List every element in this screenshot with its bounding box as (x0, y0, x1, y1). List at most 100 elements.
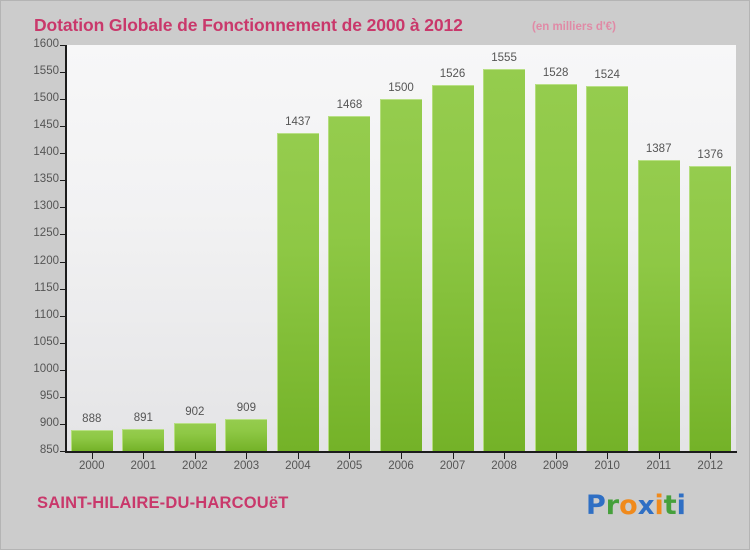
x-axis-label: 2000 (78, 460, 105, 472)
y-axis-tick (60, 423, 66, 425)
x-axis-label: 2004 (285, 460, 311, 472)
y-axis-label-text: 1250 (33, 227, 59, 240)
logo-char-5: t (663, 490, 677, 521)
bar-2010[interactable] (586, 86, 629, 451)
x-axis-label: 2008 (491, 460, 517, 472)
x-axis-tick (453, 453, 454, 459)
logo-char-2: o (619, 490, 638, 521)
bar-2012[interactable] (689, 166, 732, 451)
y-axis-label: 1150 (19, 282, 59, 295)
y-axis-tick (60, 261, 66, 263)
y-axis-label: 1400 (19, 147, 59, 159)
x-axis-tick (556, 453, 557, 459)
x-axis-label: 2010 (594, 460, 620, 472)
y-axis-label: 1250 (19, 228, 59, 240)
x-axis-label: 2006 (388, 460, 414, 472)
title-bar: Dotation Globale de Fonctionnement de 20… (1, 9, 749, 39)
y-axis-tick (60, 234, 66, 236)
logo-char-1: r (605, 490, 620, 521)
bar-value-label: 902 (185, 405, 205, 418)
y-axis-tick (60, 315, 66, 317)
x-axis-label: 2007 (439, 460, 466, 472)
x-axis-tick (659, 453, 660, 459)
y-axis-label: 950 (19, 389, 59, 403)
bar-2007[interactable] (431, 85, 474, 451)
bar-value-label: 1376 (697, 149, 724, 162)
bar-2009[interactable] (534, 83, 577, 451)
bar-2003[interactable] (225, 419, 268, 451)
y-axis-label-text: 1450 (33, 119, 59, 132)
y-axis-label-text: 1200 (33, 254, 59, 267)
x-axis-tick (298, 453, 299, 459)
bar-2004[interactable] (276, 133, 319, 451)
bar-2005[interactable] (328, 116, 371, 451)
bar-value-label: 1555 (491, 52, 517, 65)
x-axis-tick (143, 453, 144, 459)
y-axis-label: 1450 (19, 120, 59, 132)
logo-char-3: x (637, 491, 655, 521)
bar-2008[interactable] (483, 69, 526, 451)
x-axis-label: 2009 (542, 460, 569, 472)
y-axis-tick (60, 369, 66, 371)
x-axis-tick (349, 453, 350, 459)
x-axis-tick (504, 453, 505, 459)
x-axis-tick (710, 453, 711, 459)
bar-value-label: 891 (133, 411, 153, 424)
y-axis-label-text: 1350 (33, 173, 59, 186)
y-axis-label: 1050 (19, 335, 59, 349)
x-axis-label: 2011 (646, 460, 672, 472)
y-axis-label: 1600 (19, 38, 59, 51)
y-axis-tick (60, 126, 66, 128)
x-axis-tick (607, 453, 608, 459)
y-axis-label-text: 900 (39, 416, 59, 429)
y-axis-label: 1200 (19, 254, 59, 268)
y-axis-label: 1550 (19, 66, 59, 78)
x-axis-label: 2005 (336, 460, 363, 472)
y-axis-tick (60, 180, 66, 182)
y-axis-label-text: 850 (39, 444, 59, 456)
bar-value-label: 1526 (439, 68, 466, 81)
y-axis-label: 1500 (19, 93, 59, 105)
x-axis-tick (195, 453, 196, 459)
logo-char-0: P (586, 490, 606, 521)
y-axis-label: 850 (19, 444, 59, 457)
bar-value-label: 1468 (336, 99, 363, 112)
y-axis-label-text: 1400 (33, 146, 59, 159)
page-title: Dotation Globale de Fonctionnement de 20… (34, 15, 463, 35)
bar-value-label: 888 (82, 413, 102, 426)
bar-2000[interactable] (70, 430, 113, 451)
y-axis-label-text: 1100 (34, 308, 59, 321)
y-axis-label: 1100 (19, 308, 59, 322)
logo-char-4: i (654, 490, 664, 521)
commune-name: SAINT-HILAIRE-DU-HARCOUëT (37, 494, 289, 512)
y-axis-label-text: 1600 (33, 38, 59, 50)
y-axis-tick (60, 288, 66, 290)
y-axis-tick (60, 451, 66, 452)
x-axis-label: 2003 (233, 460, 260, 472)
x-axis-tick (401, 453, 402, 459)
y-axis-tick (60, 207, 66, 209)
y-axis-label-text: 1500 (33, 92, 59, 105)
bar-value-label: 1524 (594, 69, 620, 82)
y-axis-label-text: 1050 (33, 335, 59, 348)
bar-value-label: 1437 (285, 116, 311, 129)
y-axis-label-text: 950 (39, 389, 59, 402)
x-axis-line (65, 451, 737, 453)
logo-char-6: i (676, 490, 686, 521)
bar-2006[interactable] (380, 99, 422, 451)
y-axis-tick (60, 342, 66, 344)
bar-2001[interactable] (122, 428, 165, 451)
footer: SAINT-HILAIRE-DU-HARCOUëT Proxiti (1, 479, 749, 549)
bar-2011[interactable] (637, 160, 680, 451)
bar-2002[interactable] (173, 422, 216, 451)
y-axis-label-text: 1550 (33, 65, 59, 78)
y-axis-label: 1000 (19, 362, 59, 376)
x-axis-tick (246, 453, 247, 459)
x-axis-label: 2001 (130, 460, 157, 472)
bar-value-label: 1528 (542, 66, 569, 79)
y-axis-label-text: 1000 (33, 362, 59, 375)
y-axis-label-text: 1300 (33, 200, 59, 213)
proxiti-logo[interactable]: Proxiti (586, 490, 686, 521)
y-axis-tick (60, 45, 66, 46)
y-axis-label: 900 (19, 416, 59, 430)
